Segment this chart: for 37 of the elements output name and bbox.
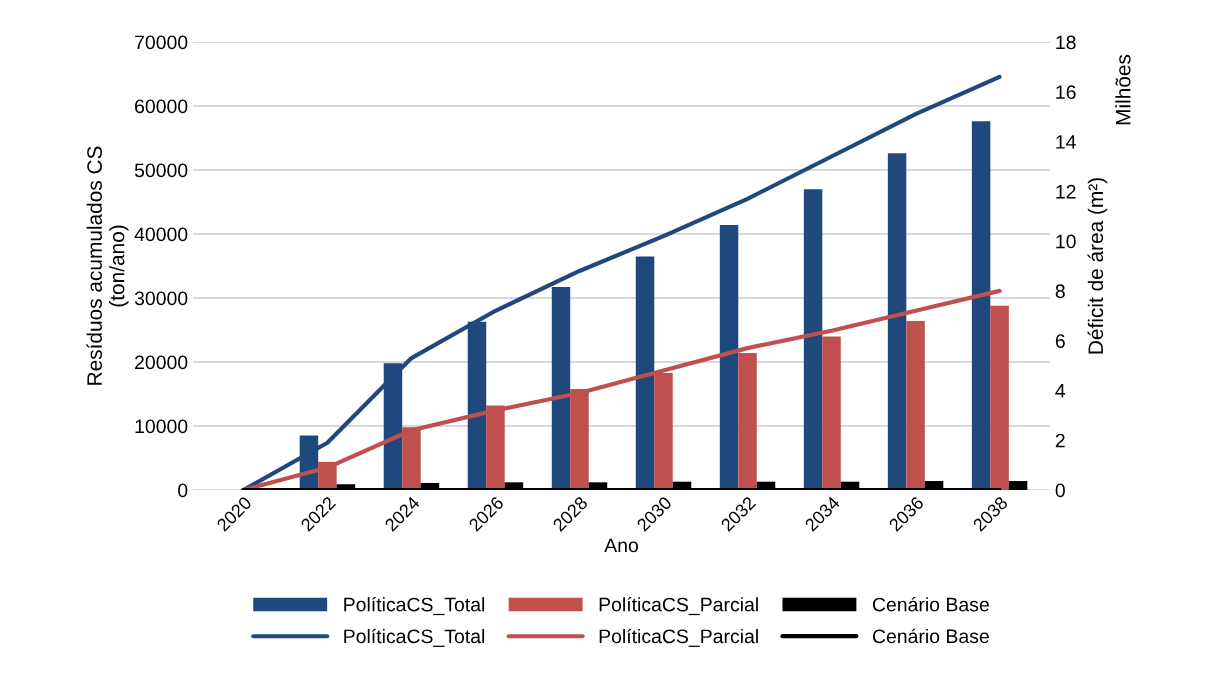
y-tick-label: 20000 [135,355,188,370]
bar [1008,481,1028,490]
y2-tick-label: 6 [1055,334,1065,348]
x-axis-title: Ano [604,538,638,553]
y2-tick-label: 12 [1056,184,1076,199]
legend-label: PolíticaCS_Total [344,628,485,647]
bar [971,121,991,490]
y2-tick-label: 14 [1056,135,1076,149]
legend-label: Cenário Base [872,628,989,644]
text: Milhões [1115,54,1131,125]
y2-tick-label: 8 [1055,284,1065,299]
y2-tick-label: 4 [1055,384,1066,398]
y2-tick-label: 10 [1056,234,1076,249]
y2-tick-label: 18 [1056,35,1076,50]
y-axis-title: Resíduos acumulados CS (ton/ano) [86,146,129,385]
bar [990,305,1009,490]
legend-label: PolíticaCS_Parcial [599,596,758,616]
legend-label: Cenário Base [872,596,989,612]
bar [906,321,925,490]
bar [719,225,739,490]
y-tick-label: 30000 [134,291,188,306]
bar [635,256,655,490]
y-tick-label: 50000 [134,163,188,178]
y-tick-label: 10000 [135,419,188,434]
y-tick-label: 70000 [135,35,188,50]
y2-tick-label: 16 [1056,85,1076,100]
legend-label: PolíticaCS_Total [344,596,485,616]
bar [887,153,907,490]
legend-label: PolíticaCS_Parcial [599,628,758,647]
line-series [241,74,1002,490]
y2-axis-title: Déficit de área (m²) [1087,178,1108,354]
bar [803,189,823,490]
y2-tick-label: 0 [1055,483,1065,498]
y-tick-label: 0 [178,483,188,498]
y-tick-label: 60000 [135,99,188,114]
y2-tick-label: 2 [1055,433,1065,448]
y-tick-label: 40000 [134,227,188,242]
